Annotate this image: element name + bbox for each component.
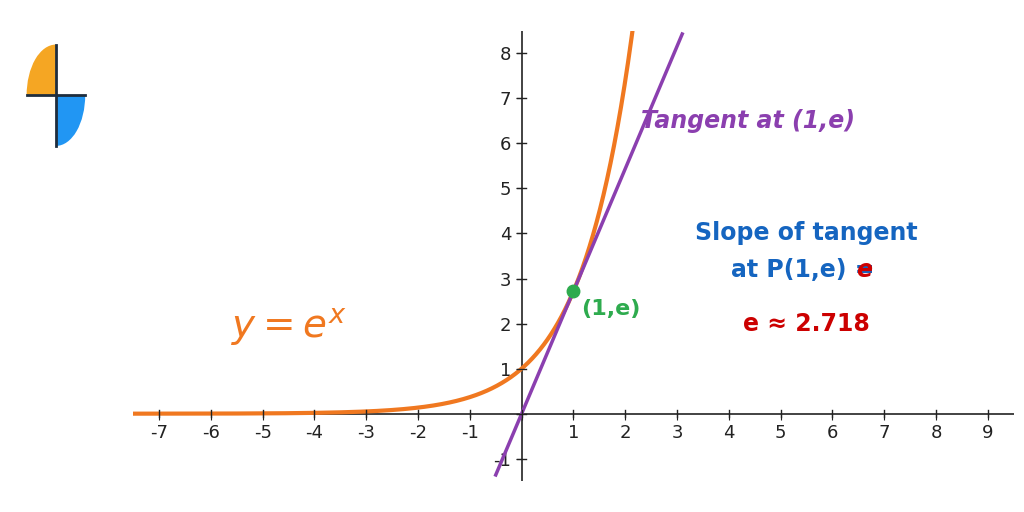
Text: e: e — [856, 258, 871, 282]
Text: Slope of tangent: Slope of tangent — [695, 222, 918, 245]
Text: $y = e^x$: $y = e^x$ — [230, 307, 346, 349]
Text: e ≈ 2.718: e ≈ 2.718 — [743, 312, 870, 335]
Wedge shape — [56, 95, 85, 146]
Wedge shape — [27, 95, 56, 146]
Wedge shape — [56, 45, 85, 95]
Wedge shape — [27, 45, 56, 95]
Text: STORY OF MATHEMATICS: STORY OF MATHEMATICS — [36, 208, 97, 213]
Text: Tangent at (1,e): Tangent at (1,e) — [641, 109, 855, 133]
Text: at P(1,e) =: at P(1,e) = — [731, 258, 883, 282]
Text: SOM: SOM — [42, 164, 91, 183]
Text: (1,e): (1,e) — [582, 299, 641, 319]
